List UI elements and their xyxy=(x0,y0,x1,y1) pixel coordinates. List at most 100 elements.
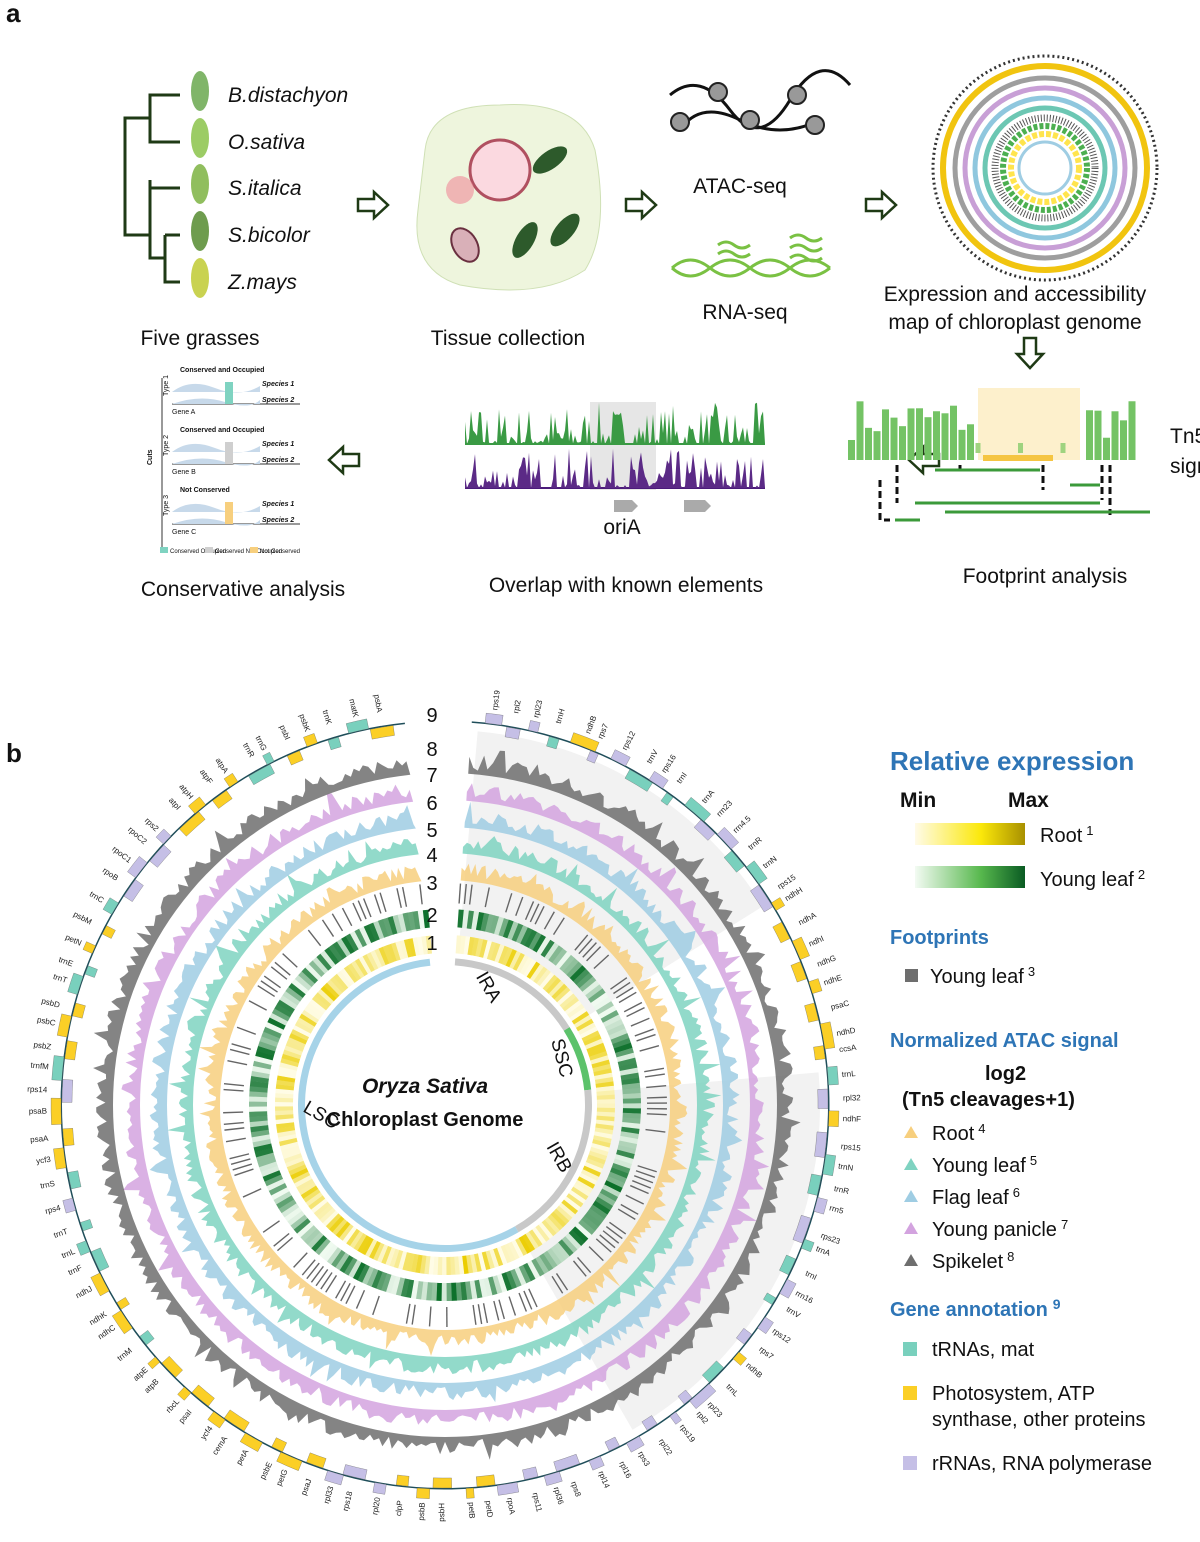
signal-area xyxy=(172,458,260,466)
heat-root xyxy=(425,935,433,954)
footprint-tick xyxy=(630,1017,650,1027)
legend-swatch xyxy=(903,1342,917,1356)
heat-leaf xyxy=(366,1268,379,1287)
gene-box xyxy=(123,879,144,902)
heat-leaf xyxy=(402,912,412,932)
footprint-tick xyxy=(325,1274,338,1293)
gene-box xyxy=(102,925,116,939)
gene-box xyxy=(604,1436,620,1452)
heat-root xyxy=(555,1205,573,1222)
label: trnT xyxy=(53,1227,69,1240)
heat-root xyxy=(585,1158,605,1169)
heat-root xyxy=(567,1003,585,1019)
heat-leaf xyxy=(502,919,514,939)
panel-label: a xyxy=(6,0,21,28)
heat-leaf xyxy=(276,999,296,1014)
heat-root xyxy=(290,1028,310,1041)
label: psaI xyxy=(177,1408,194,1425)
heat-leaf xyxy=(441,1282,447,1301)
plant-icon xyxy=(191,164,209,204)
heat-root xyxy=(467,936,475,956)
heat-root xyxy=(381,1245,392,1265)
heat-leaf xyxy=(279,995,298,1010)
heat-root xyxy=(561,1199,579,1215)
heat-root xyxy=(277,1129,296,1138)
footprint-tick xyxy=(373,894,382,914)
heat-leaf xyxy=(611,1162,631,1174)
gene-box xyxy=(476,1474,496,1487)
heat-leaf xyxy=(251,1070,270,1079)
label: trnE xyxy=(57,955,74,969)
plant-icon xyxy=(191,258,209,298)
footprint-tick xyxy=(623,1001,643,1013)
heat-leaf xyxy=(436,1282,442,1301)
footprint-tick xyxy=(463,883,467,904)
gene-box xyxy=(82,941,96,954)
signal-bar xyxy=(958,429,966,460)
heat-root xyxy=(586,1042,605,1054)
gene-box xyxy=(276,1451,303,1471)
heat-root xyxy=(566,1193,584,1208)
plant-icon xyxy=(191,211,209,251)
footprint-tick xyxy=(484,887,490,908)
footprint-tick xyxy=(505,893,513,913)
heat-root xyxy=(288,1164,307,1176)
heat-root xyxy=(587,1046,607,1058)
label: log2 xyxy=(985,1063,1026,1085)
heat-leaf xyxy=(450,1282,457,1301)
label: trnL xyxy=(724,1382,741,1398)
footprint-tick xyxy=(617,1208,636,1220)
heat-leaf xyxy=(380,1273,392,1292)
heat-root xyxy=(504,1243,516,1262)
heat-leaf xyxy=(290,1214,308,1230)
heat-leaf xyxy=(288,982,306,998)
footprint-tick xyxy=(625,1194,644,1205)
label: rpl22 xyxy=(657,1437,674,1457)
gene-box xyxy=(746,860,768,885)
label: psaJ xyxy=(299,1478,313,1497)
gene-box xyxy=(116,1297,130,1310)
heat-root xyxy=(594,1127,614,1135)
footprint-tick xyxy=(634,1028,654,1037)
legend-swatch xyxy=(904,1222,918,1234)
footprint-tick xyxy=(229,1153,250,1160)
label: rps4 xyxy=(44,1203,62,1216)
heat-leaf xyxy=(600,1009,620,1024)
heat-leaf xyxy=(569,965,587,982)
overlap-illustration xyxy=(465,402,765,512)
heat-leaf xyxy=(609,1167,629,1179)
label: trnA xyxy=(815,1244,833,1258)
footprint-tick xyxy=(626,1007,645,1018)
label: atpH xyxy=(177,782,195,801)
heat-root xyxy=(592,1139,611,1148)
legend-label: Root 4 xyxy=(932,1121,985,1145)
label: rpoB xyxy=(101,866,120,883)
signal-bar xyxy=(856,401,864,460)
region-arc xyxy=(454,958,570,1031)
heat-leaf xyxy=(485,914,495,933)
heat-leaf xyxy=(589,1204,608,1220)
footprint-tick xyxy=(468,884,473,905)
heat-leaf xyxy=(514,1266,527,1286)
legend-label: Young leaf 3 xyxy=(930,964,1035,988)
heat-leaf xyxy=(602,1184,621,1198)
heat-root xyxy=(577,1022,596,1036)
label: Chloroplast Genome xyxy=(327,1109,524,1131)
heat-leaf xyxy=(425,1282,433,1301)
legend-label: Young leaf 5 xyxy=(932,1153,1037,1177)
label: rpoC1 xyxy=(110,844,133,865)
label: S.italica xyxy=(228,177,302,200)
heat-root xyxy=(351,960,365,979)
gene-box xyxy=(813,1045,826,1061)
heat-root xyxy=(279,1141,299,1151)
heat-leaf xyxy=(265,1021,284,1035)
footprint-tick xyxy=(340,1283,351,1302)
heat-leaf xyxy=(278,1199,297,1214)
label: trnS xyxy=(40,1179,56,1191)
heat-leaf xyxy=(566,961,583,979)
heat-leaf xyxy=(303,1228,321,1245)
gene-box xyxy=(624,769,653,792)
rna-icon xyxy=(671,233,831,278)
footprint-tick xyxy=(618,991,637,1004)
heat-root xyxy=(550,1211,567,1228)
